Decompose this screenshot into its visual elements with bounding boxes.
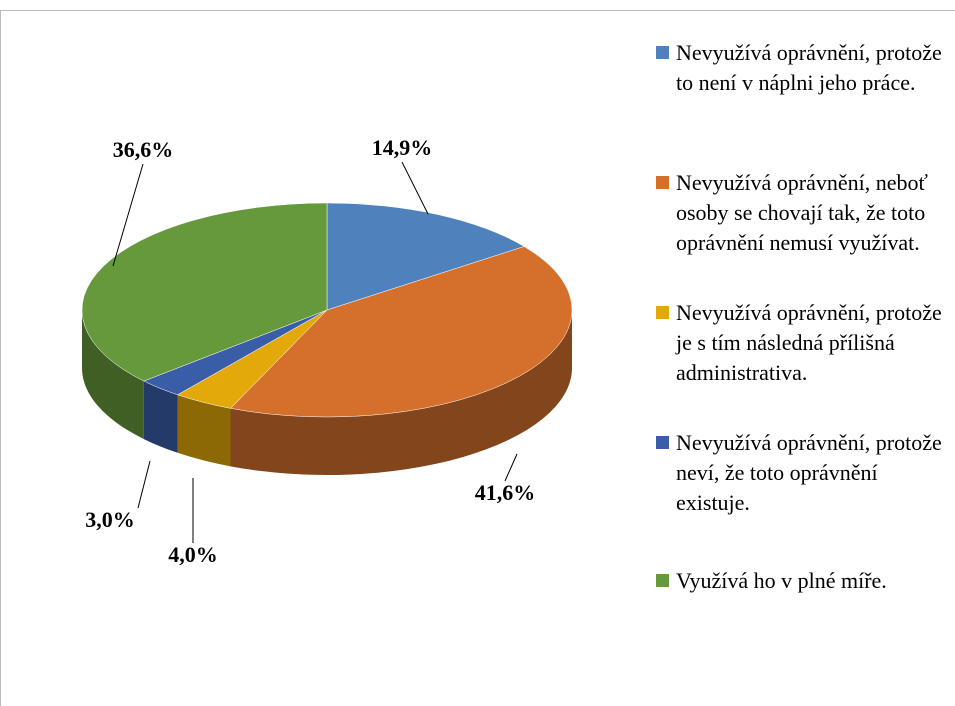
legend-label: Nevyužívá oprávnění, neboť osoby se chov… xyxy=(676,170,928,255)
legend-label: Nevyužívá oprávnění, protože neví, že to… xyxy=(676,430,942,515)
slice xyxy=(229,246,573,418)
leader-line xyxy=(401,161,429,215)
legend-item: Nevyužívá oprávnění, protože je s tím ná… xyxy=(656,298,948,388)
data-label: 41,6% xyxy=(475,480,536,505)
slice-side xyxy=(82,310,144,440)
slice-side xyxy=(143,381,178,453)
slice xyxy=(81,202,328,382)
frame xyxy=(0,10,955,706)
legend-swatch xyxy=(656,306,669,319)
legend-swatch xyxy=(656,176,669,189)
leader-line xyxy=(112,163,144,267)
legend-item: Nevyužívá oprávnění, protože neví, že to… xyxy=(656,428,948,518)
legend-label: Využívá ho v plné míře. xyxy=(676,568,887,593)
slice-side xyxy=(230,310,572,475)
legend-swatch xyxy=(656,436,669,449)
data-label: 4,0% xyxy=(168,542,218,567)
legend-swatch xyxy=(656,46,669,59)
data-label: 14,9% xyxy=(372,135,433,160)
legend-item: Nevyužívá oprávnění, neboť osoby se chov… xyxy=(656,168,948,258)
leader-line xyxy=(137,460,151,509)
data-label: 36,6% xyxy=(113,137,174,162)
slice-side xyxy=(177,394,231,467)
leader-line xyxy=(504,453,518,482)
data-label: 3,0% xyxy=(85,507,135,532)
legend-item: Využívá ho v plné míře. xyxy=(656,566,948,596)
legend-item: Nevyužívá oprávnění, protože to není v n… xyxy=(656,38,948,98)
legend-label: Nevyužívá oprávnění, protože je s tím ná… xyxy=(676,300,942,385)
legend-swatch xyxy=(656,574,669,587)
legend-label: Nevyužívá oprávnění, protože to není v n… xyxy=(676,40,942,95)
slice xyxy=(326,202,525,311)
